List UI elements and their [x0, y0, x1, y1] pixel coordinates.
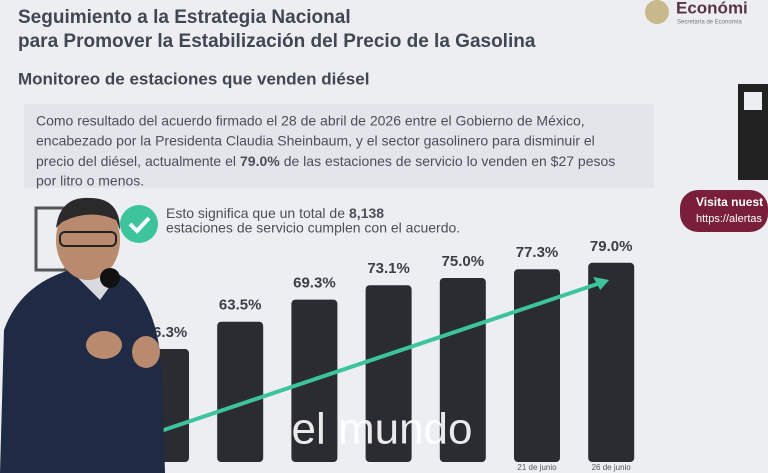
- paragraph-line: encabezado por la Presidenta Claudia She…: [36, 133, 595, 149]
- watermark: el mundo: [291, 405, 472, 454]
- check-mark: [128, 216, 151, 234]
- value-label: 63.5%: [219, 297, 262, 314]
- paragraph-box: [24, 104, 654, 188]
- hair: [56, 197, 120, 230]
- logo-sub: Secretaría de Economía: [677, 20, 742, 26]
- check-line: estaciones de servicio cumplen con el ac…: [166, 220, 460, 236]
- value-label: 79.0%: [590, 238, 633, 255]
- paragraph-part: precio del diésel, actualmente el: [36, 153, 236, 169]
- trend-arrowhead: [593, 277, 610, 290]
- visit-text: Visita nuest: [696, 195, 763, 209]
- paragraph-bold: 79.0%: [240, 153, 280, 169]
- glasses: [59, 231, 117, 247]
- suit: [0, 270, 165, 473]
- title-line: Seguimiento a la Estrategia Nacional: [18, 7, 351, 28]
- bar: [217, 321, 264, 462]
- value-label: 73.1%: [367, 260, 410, 277]
- presenter: [0, 197, 165, 473]
- x-tick-label: 26 de junio: [592, 463, 632, 472]
- title-line: para Promover la Estabilización del Prec…: [18, 31, 536, 52]
- bar: [588, 262, 635, 462]
- value-label: 69.3%: [293, 275, 336, 292]
- paragraph-line: Como resultado del acuerdo firmado el 28…: [36, 113, 585, 129]
- value-label: 77.3%: [516, 244, 559, 261]
- bar: [365, 285, 412, 462]
- check-line: Esto significa que un total de 8,138: [166, 205, 384, 221]
- check-bold: 8,138: [349, 205, 384, 221]
- x-tick-label: 21 de junio: [517, 463, 557, 472]
- bar: [514, 269, 560, 462]
- microphone: [100, 268, 120, 288]
- logo: Económi: [676, 0, 748, 17]
- visit-url: https://alertas: [696, 213, 763, 225]
- paragraph-line: precio del diésel, actualmente el 79.0% de…: [36, 153, 615, 169]
- paragraph-line: por litro o menos.: [36, 173, 144, 189]
- hands: [86, 331, 122, 359]
- hands: [132, 336, 160, 368]
- head: [56, 200, 120, 280]
- logo-seal: [645, 0, 669, 24]
- trend-arrow: [145, 280, 604, 438]
- subtitle: Monitoreo de estaciones que venden diése…: [18, 69, 369, 88]
- check-icon: [120, 205, 158, 243]
- check-part: Esto significa que un total de: [166, 205, 345, 221]
- value-label: 75.0%: [442, 253, 485, 270]
- visit-badge: [680, 190, 768, 232]
- qr-part: [744, 92, 762, 110]
- paragraph-part: de las estaciones de servicio lo venden …: [284, 153, 616, 169]
